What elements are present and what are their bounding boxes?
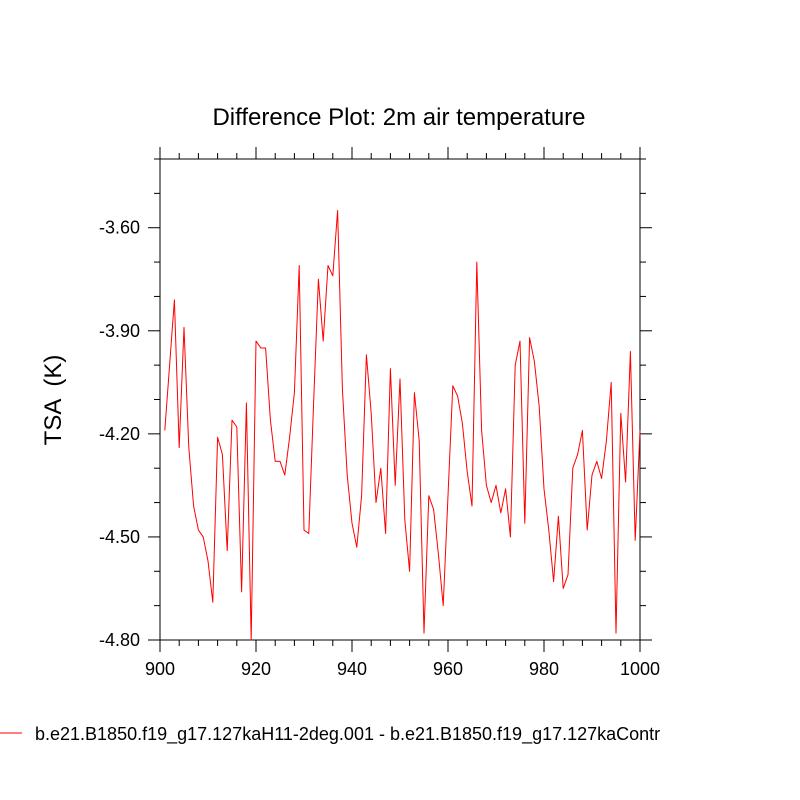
chart-title: Difference Plot: 2m air temperature [212,104,585,131]
y-tick-label: -4.20 [99,424,140,444]
y-tick-label: -4.80 [99,630,140,650]
y-axis-label: TSA (K) [40,355,67,446]
x-tick-label: 980 [529,659,559,679]
x-tick-label: 1000 [620,659,660,679]
x-tick-label: 920 [241,659,271,679]
x-tick-label: 900 [145,659,175,679]
y-tick-label: -3.60 [99,218,140,238]
legend-label: b.e21.B1850.f19_g17.127kaH11-2deg.001 - … [35,724,660,745]
x-tick-label: 960 [433,659,463,679]
y-tick-label: -4.50 [99,527,140,547]
x-tick-label: 940 [337,659,367,679]
plot-area: 900 920 940 960 980 1000 -4.80 -4.50 -4.20 -3.90 -… [99,147,660,679]
legend: b.e21.B1850.f19_g17.127kaH11-2deg.001 - … [0,724,660,745]
series-line [164,210,641,641]
y-tick-label: -3.90 [99,321,140,341]
